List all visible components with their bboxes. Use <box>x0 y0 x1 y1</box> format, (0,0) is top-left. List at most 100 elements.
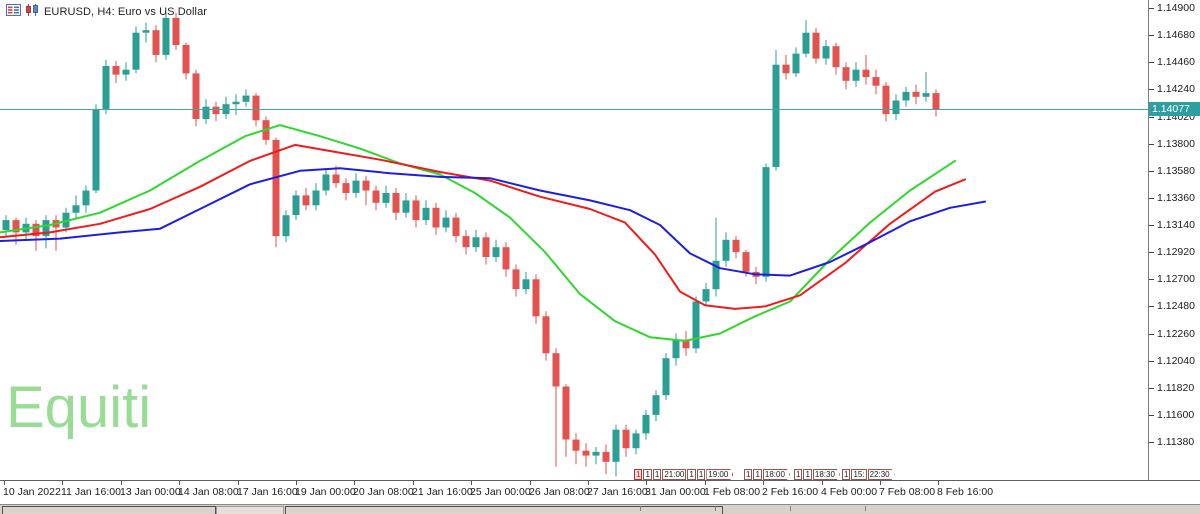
y-axis-tick <box>1149 8 1154 9</box>
event-marker[interactable]: 1 <box>794 469 803 480</box>
bottom-tab[interactable] <box>2 506 216 514</box>
candle-body <box>842 67 850 81</box>
candle-body <box>272 139 280 237</box>
candle-body <box>672 339 680 359</box>
time-axis[interactable]: 10 Jan 2022 11 Jan 16:00 13 Jan 00:00 14 Ja… <box>0 480 1200 505</box>
candlestick-chart-icon <box>25 3 40 21</box>
event-marker[interactable]: 1 <box>753 469 762 480</box>
candle-body <box>922 93 930 97</box>
candle-body <box>762 167 770 277</box>
event-marker[interactable]: 1 <box>696 469 706 480</box>
x-axis-tick <box>471 481 472 485</box>
candle-body <box>412 200 420 221</box>
candle-body <box>442 217 450 228</box>
x-axis-tick <box>413 481 414 485</box>
candle-body <box>492 247 500 258</box>
candle-body <box>852 69 860 81</box>
y-axis-label: 1.11820 <box>1157 382 1195 394</box>
event-marker[interactable]: 18:30 <box>813 469 840 480</box>
event-marker[interactable]: 1 <box>643 469 652 480</box>
candle-body <box>742 252 750 272</box>
candlestick-chart[interactable] <box>0 0 1148 480</box>
event-marker-group[interactable]: 1 15: 22:30 <box>842 469 896 480</box>
bottom-tab-strip[interactable] <box>0 504 1200 514</box>
candle-body <box>862 69 870 78</box>
y-axis-label: 1.12700 <box>1157 273 1195 285</box>
candle-body <box>832 46 840 68</box>
y-axis-tick <box>1149 415 1154 416</box>
x-axis-tick <box>646 481 647 485</box>
x-axis-label: 20 Jan 08:00 <box>353 486 414 498</box>
x-axis-label: 13 Jan 00:00 <box>120 486 181 498</box>
price-axis[interactable]: 1.14900 1.14680 1.14460 1.14240 1.14020 1.138… <box>1148 0 1200 480</box>
event-marker-group[interactable]: 1 1 18:00 <box>744 469 791 480</box>
candle-body <box>172 17 180 45</box>
y-axis-label: 1.11600 <box>1157 409 1195 421</box>
candle-body <box>572 439 580 451</box>
candle-body <box>732 239 740 253</box>
y-axis-label: 1.12260 <box>1157 328 1195 340</box>
candle-body <box>12 220 20 233</box>
event-marker[interactable]: 18:00 <box>763 469 790 480</box>
event-marker[interactable]: 22:30 <box>868 469 895 480</box>
candle-body <box>92 109 100 191</box>
candle-body <box>722 239 730 261</box>
chart-canvas[interactable] <box>0 0 1148 480</box>
candle-body <box>302 195 310 206</box>
event-marker[interactable]: 15: <box>851 469 867 480</box>
bottom-tab-separator <box>640 506 641 511</box>
y-axis-tick <box>1149 35 1154 36</box>
candle-body <box>122 69 130 75</box>
y-axis-label: 1.14900 <box>1157 2 1195 14</box>
event-marker[interactable]: 19:00 <box>706 469 733 480</box>
x-axis-tick <box>179 481 180 485</box>
candle-body <box>212 106 220 115</box>
event-marker[interactable]: 1 <box>842 469 851 480</box>
candle-body <box>372 190 380 203</box>
x-axis-label: 11 Jan 16:00 <box>61 486 121 498</box>
candle-body <box>692 301 700 349</box>
y-axis-tick <box>1149 62 1154 63</box>
bottom-tab[interactable] <box>216 506 284 514</box>
candle-body <box>2 220 10 230</box>
y-axis-tick <box>1149 361 1154 362</box>
candle-body <box>632 433 640 449</box>
candle-body <box>242 95 250 102</box>
event-marker[interactable]: 1 <box>744 469 753 480</box>
event-marker-group[interactable]: 1 1 18:30 <box>794 469 841 480</box>
candle-body <box>402 200 410 213</box>
event-marker-group[interactable]: 1 1 1 21:00 1 1 19:00 <box>634 469 734 480</box>
x-axis-label: 1 Feb 08:00 <box>704 486 761 498</box>
candle-body <box>872 77 880 86</box>
candle-body <box>552 353 560 387</box>
x-axis-label: 27 Jan 16:00 <box>587 486 648 498</box>
y-axis-tick <box>1149 171 1154 172</box>
chart-title-row: EURUSD, H4: Euro vs US Dollar <box>6 3 207 21</box>
x-axis-label: 19 Jan 00:00 <box>295 486 356 498</box>
y-axis-tick <box>1149 388 1154 389</box>
y-axis-tick <box>1149 442 1154 443</box>
event-marker[interactable]: 1 <box>634 469 643 480</box>
event-marker[interactable]: 1 <box>652 469 662 480</box>
x-axis-tick <box>354 481 355 485</box>
bottom-tab[interactable] <box>285 506 723 514</box>
candle-body <box>782 64 790 74</box>
x-axis-tick <box>530 481 531 485</box>
candle-body <box>32 223 40 237</box>
event-marker[interactable]: 21:00 <box>662 469 687 480</box>
event-marker[interactable]: 1 <box>803 469 812 480</box>
candle-body <box>182 45 190 74</box>
candle-body <box>792 53 800 74</box>
candle-body <box>102 66 110 110</box>
candle-body <box>932 93 940 110</box>
x-axis-label: 2 Feb 16:00 <box>762 486 819 498</box>
x-axis-label: 4 Feb 00:00 <box>821 486 878 498</box>
candle-body <box>812 32 820 59</box>
candle-body <box>312 190 320 206</box>
event-marker[interactable]: 1 <box>687 469 696 480</box>
quotes-grid-icon <box>6 3 21 21</box>
bottom-tab-separator <box>715 506 716 511</box>
candle-body <box>532 279 540 317</box>
